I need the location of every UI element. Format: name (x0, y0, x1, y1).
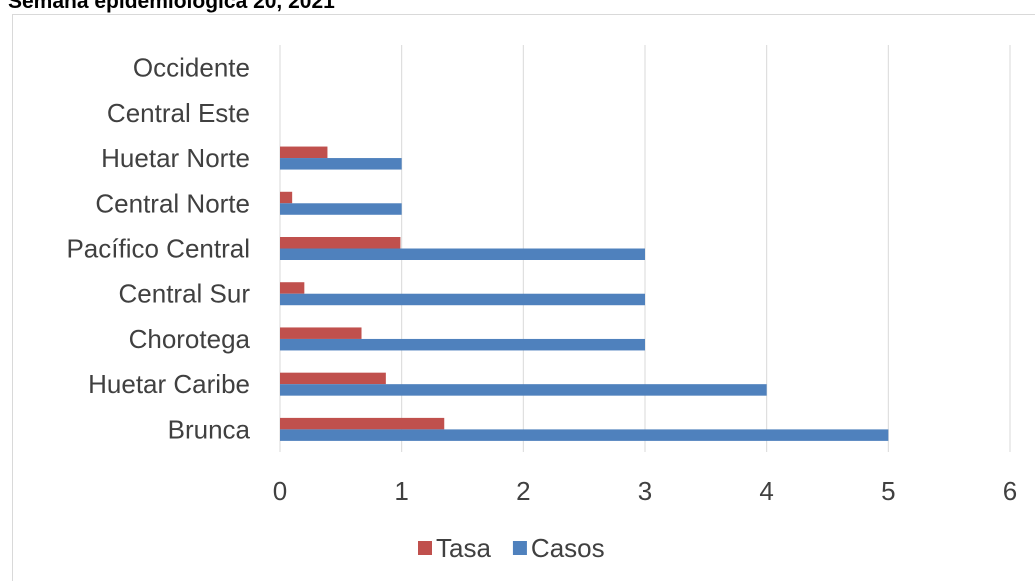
x-tick-label: 2 (516, 476, 530, 506)
x-tick-label: 3 (638, 476, 652, 506)
y-tick-label: Huetar Caribe (88, 369, 250, 399)
y-tick-label: Chorotega (129, 324, 251, 354)
bar (280, 158, 402, 170)
x-tick-label: 0 (273, 476, 287, 506)
legend-swatch (512, 541, 527, 555)
bar (280, 429, 889, 441)
bar (280, 146, 328, 159)
bar (280, 327, 362, 339)
bar (280, 191, 293, 204)
y-tick-label: Central Este (107, 98, 250, 128)
x-tick-label: 4 (759, 476, 773, 506)
chart-title: Semana epidemiológica 20, 2021 (8, 0, 335, 13)
x-tick-label: 1 (394, 476, 408, 506)
bar (280, 282, 305, 294)
x-tick-label: 6 (1003, 476, 1017, 506)
legend-swatch (418, 541, 432, 555)
bar (280, 293, 645, 306)
y-tick-label: Pacífico Central (66, 234, 250, 264)
bar (280, 338, 645, 351)
bar (280, 417, 445, 430)
x-tick-label: 5 (881, 476, 895, 506)
y-tick-label: Brunca (168, 414, 251, 444)
bar (280, 248, 645, 260)
y-tick-label: Central Norte (95, 188, 250, 218)
legend-label: Tasa (436, 533, 491, 563)
y-tick-label: Central Sur (119, 279, 251, 309)
y-tick-label: Huetar Norte (101, 143, 250, 173)
bar (280, 372, 386, 385)
bar (280, 203, 402, 215)
bar (280, 237, 401, 249)
legend-label: Casos (531, 533, 605, 563)
bar (280, 384, 767, 396)
y-tick-label: Occidente (133, 53, 250, 83)
